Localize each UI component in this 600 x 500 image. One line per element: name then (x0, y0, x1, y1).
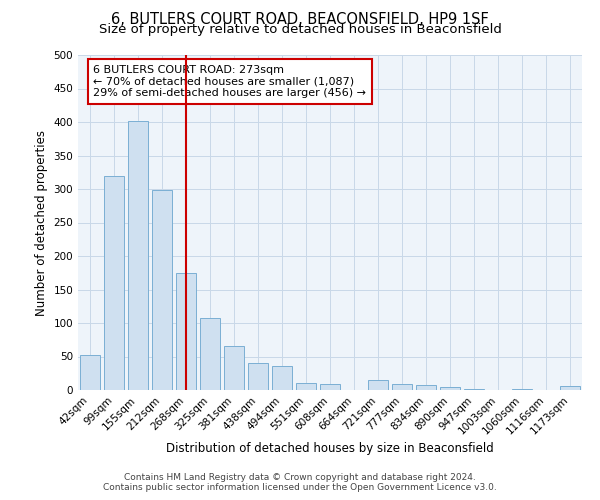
Bar (440, 386, 460, 390)
Bar (80, 355, 100, 390)
Bar (104, 176, 124, 390)
Bar (320, 384, 340, 390)
Text: 6 BUTLERS COURT ROAD: 273sqm
← 70% of detached houses are smaller (1,087)
29% of: 6 BUTLERS COURT ROAD: 273sqm ← 70% of de… (93, 65, 366, 98)
Bar (128, 120, 148, 390)
Bar (368, 380, 388, 390)
Bar (416, 386, 436, 390)
Y-axis label: Number of detached properties: Number of detached properties (35, 130, 48, 316)
Text: 6, BUTLERS COURT ROAD, BEACONSFIELD, HP9 1SF: 6, BUTLERS COURT ROAD, BEACONSFIELD, HP9… (111, 12, 489, 28)
Text: Size of property relative to detached houses in Beaconsfield: Size of property relative to detached ho… (98, 22, 502, 36)
Bar (176, 273, 196, 390)
Bar (392, 384, 412, 390)
Bar (272, 366, 292, 390)
Bar (560, 386, 580, 390)
Bar (464, 388, 484, 390)
Bar (296, 384, 316, 390)
Bar (224, 346, 244, 390)
X-axis label: Distribution of detached houses by size in Beaconsfield: Distribution of detached houses by size … (166, 442, 494, 455)
Text: Contains HM Land Registry data © Crown copyright and database right 2024.
Contai: Contains HM Land Registry data © Crown c… (103, 473, 497, 492)
Bar (200, 318, 220, 390)
Bar (248, 363, 268, 390)
Bar (152, 190, 172, 390)
